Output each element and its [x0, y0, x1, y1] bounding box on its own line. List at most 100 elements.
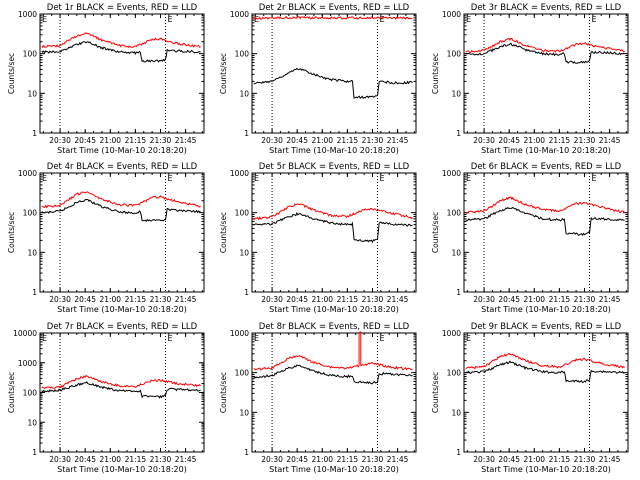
plot-frame — [251, 172, 417, 293]
corner-label: E — [380, 15, 385, 24]
detector-panel: Det 1r BLACK = Events, RED = LLD 1 10 100 10… — [7, 3, 205, 155]
events-series-line — [465, 206, 625, 237]
y-tick-label: 1 — [456, 129, 461, 138]
y-axis-label: Counts/sec — [7, 372, 16, 413]
plot-frame — [463, 13, 629, 134]
y-axis-label: Counts/sec — [219, 212, 228, 253]
events-series-line — [465, 42, 625, 64]
x-tick-label: 20:30 — [261, 136, 283, 145]
x-tick-label: 20:45 — [286, 295, 308, 304]
x-tick-label: 21:30 — [362, 136, 384, 145]
x-tick-label: 20:30 — [49, 295, 71, 304]
y-tick-label: 10 — [239, 89, 249, 98]
corner-label: E — [42, 334, 47, 343]
lld-series-line — [41, 374, 202, 390]
y-axis-label: Counts/sec — [431, 53, 440, 94]
x-tick-label: 21:45 — [387, 455, 409, 464]
detector-panel: Det 7r BLACK = Events, RED = LLD 1 10 100 10… — [7, 322, 205, 474]
y-tick-label: 10 — [27, 89, 37, 98]
y-tick-label: 100 — [447, 50, 462, 59]
y-tick-label: 1000 — [230, 329, 249, 338]
x-tick-label: 21:00 — [311, 295, 333, 304]
x-tick-label: 20:45 — [74, 295, 96, 304]
y-tick-label: 1000 — [18, 10, 37, 19]
y-tick-label: 10 — [27, 248, 37, 257]
y-tick-label: 100 — [235, 369, 250, 378]
x-tick-label: 20:45 — [74, 136, 96, 145]
y-tick-label: 1000 — [442, 10, 461, 19]
y-tick-label: 10000 — [13, 329, 37, 338]
x-axis-label: Start Time (10-Mar-10 20:18:20) — [481, 305, 611, 314]
detector-panel: Det 3r BLACK = Events, RED = LLD 1 10 100 10… — [431, 3, 629, 155]
lld-series-line — [465, 352, 625, 370]
y-axis-label: Counts/sec — [7, 53, 16, 94]
x-tick-label: 21:15 — [549, 455, 571, 464]
x-tick-label: 21:30 — [150, 295, 172, 304]
x-tick-label: 21:00 — [523, 295, 545, 304]
detector-panel: Det 5r BLACK = Events, RED = LLD 1 10 100 10… — [219, 162, 417, 314]
y-tick-label: 100 — [447, 369, 462, 378]
plot-frame — [251, 13, 417, 134]
y-tick-label: 1 — [32, 288, 37, 297]
y-tick-label: 100 — [447, 209, 462, 218]
events-series-line — [465, 360, 625, 384]
x-tick-label: 20:30 — [261, 295, 283, 304]
corner-label: E — [168, 334, 173, 343]
y-axis-label: Counts/sec — [219, 372, 228, 413]
y-tick-label: 10 — [239, 408, 249, 417]
y-tick-label: 1000 — [230, 10, 249, 19]
x-tick-label: 21:00 — [311, 136, 333, 145]
y-tick-label: 1 — [244, 129, 249, 138]
x-tick-label: 21:30 — [362, 455, 384, 464]
lld-series-line — [253, 331, 413, 371]
x-tick-label: 21:30 — [574, 455, 596, 464]
x-tick-label: 21:30 — [362, 295, 384, 304]
x-tick-label: 20:30 — [473, 136, 495, 145]
x-tick-label: 21:15 — [125, 136, 147, 145]
corner-label: E — [380, 174, 385, 183]
detector-panel: Det 6r BLACK = Events, RED = LLD 1 10 100 10… — [431, 162, 629, 314]
events-series-line — [253, 67, 413, 100]
detector-panel: Det 8r BLACK = Events, RED = LLD 1 10 100 10… — [219, 322, 417, 474]
x-tick-label: 21:30 — [150, 136, 172, 145]
x-axis-label: Start Time (10-Mar-10 20:18:20) — [269, 465, 399, 474]
panel-title: Det 3r BLACK = Events, RED = LLD — [471, 3, 622, 13]
lld-series-line — [253, 203, 413, 221]
x-tick-label: 20:30 — [49, 455, 71, 464]
x-axis-label: Start Time (10-Mar-10 20:18:20) — [269, 305, 399, 314]
panel-title: Det 6r BLACK = Events, RED = LLD — [471, 162, 622, 172]
y-tick-label: 1 — [456, 448, 461, 457]
x-tick-label: 21:30 — [574, 136, 596, 145]
corner-label: E — [592, 15, 597, 24]
plot-frame — [39, 172, 205, 293]
corner-label: E — [42, 174, 47, 183]
x-tick-label: 21:45 — [387, 295, 409, 304]
corner-label: E — [254, 15, 259, 24]
lld-series-line — [41, 191, 201, 209]
y-axis-label: Counts/sec — [7, 212, 16, 253]
detector-panel: Det 2r BLACK = Events, RED = LLD 1 10 100 10… — [219, 3, 417, 155]
x-tick-label: 21:45 — [175, 136, 197, 145]
y-tick-label: 1 — [32, 129, 37, 138]
corner-label: E — [466, 334, 471, 343]
plot-frame — [251, 332, 417, 453]
x-tick-label: 21:00 — [523, 136, 545, 145]
lld-series-line — [465, 196, 626, 214]
x-tick-label: 21:45 — [175, 295, 197, 304]
plot-frame — [463, 172, 629, 293]
panel-title: Det 2r BLACK = Events, RED = LLD — [259, 3, 410, 13]
x-tick-label: 21:15 — [125, 455, 147, 464]
y-tick-label: 10 — [239, 248, 249, 257]
panel-title: Det 9r BLACK = Events, RED = LLD — [471, 322, 622, 332]
x-axis-label: Start Time (10-Mar-10 20:18:20) — [57, 465, 187, 474]
panel-title: Det 4r BLACK = Events, RED = LLD — [47, 162, 198, 172]
y-axis-label: Counts/sec — [219, 53, 228, 94]
x-tick-label: 21:30 — [574, 295, 596, 304]
plot-frame — [39, 332, 205, 453]
panel-title: Det 1r BLACK = Events, RED = LLD — [47, 3, 198, 13]
y-tick-label: 10 — [451, 248, 461, 257]
x-tick-label: 21:15 — [337, 455, 359, 464]
x-tick-label: 20:45 — [498, 295, 520, 304]
corner-label: E — [254, 334, 259, 343]
